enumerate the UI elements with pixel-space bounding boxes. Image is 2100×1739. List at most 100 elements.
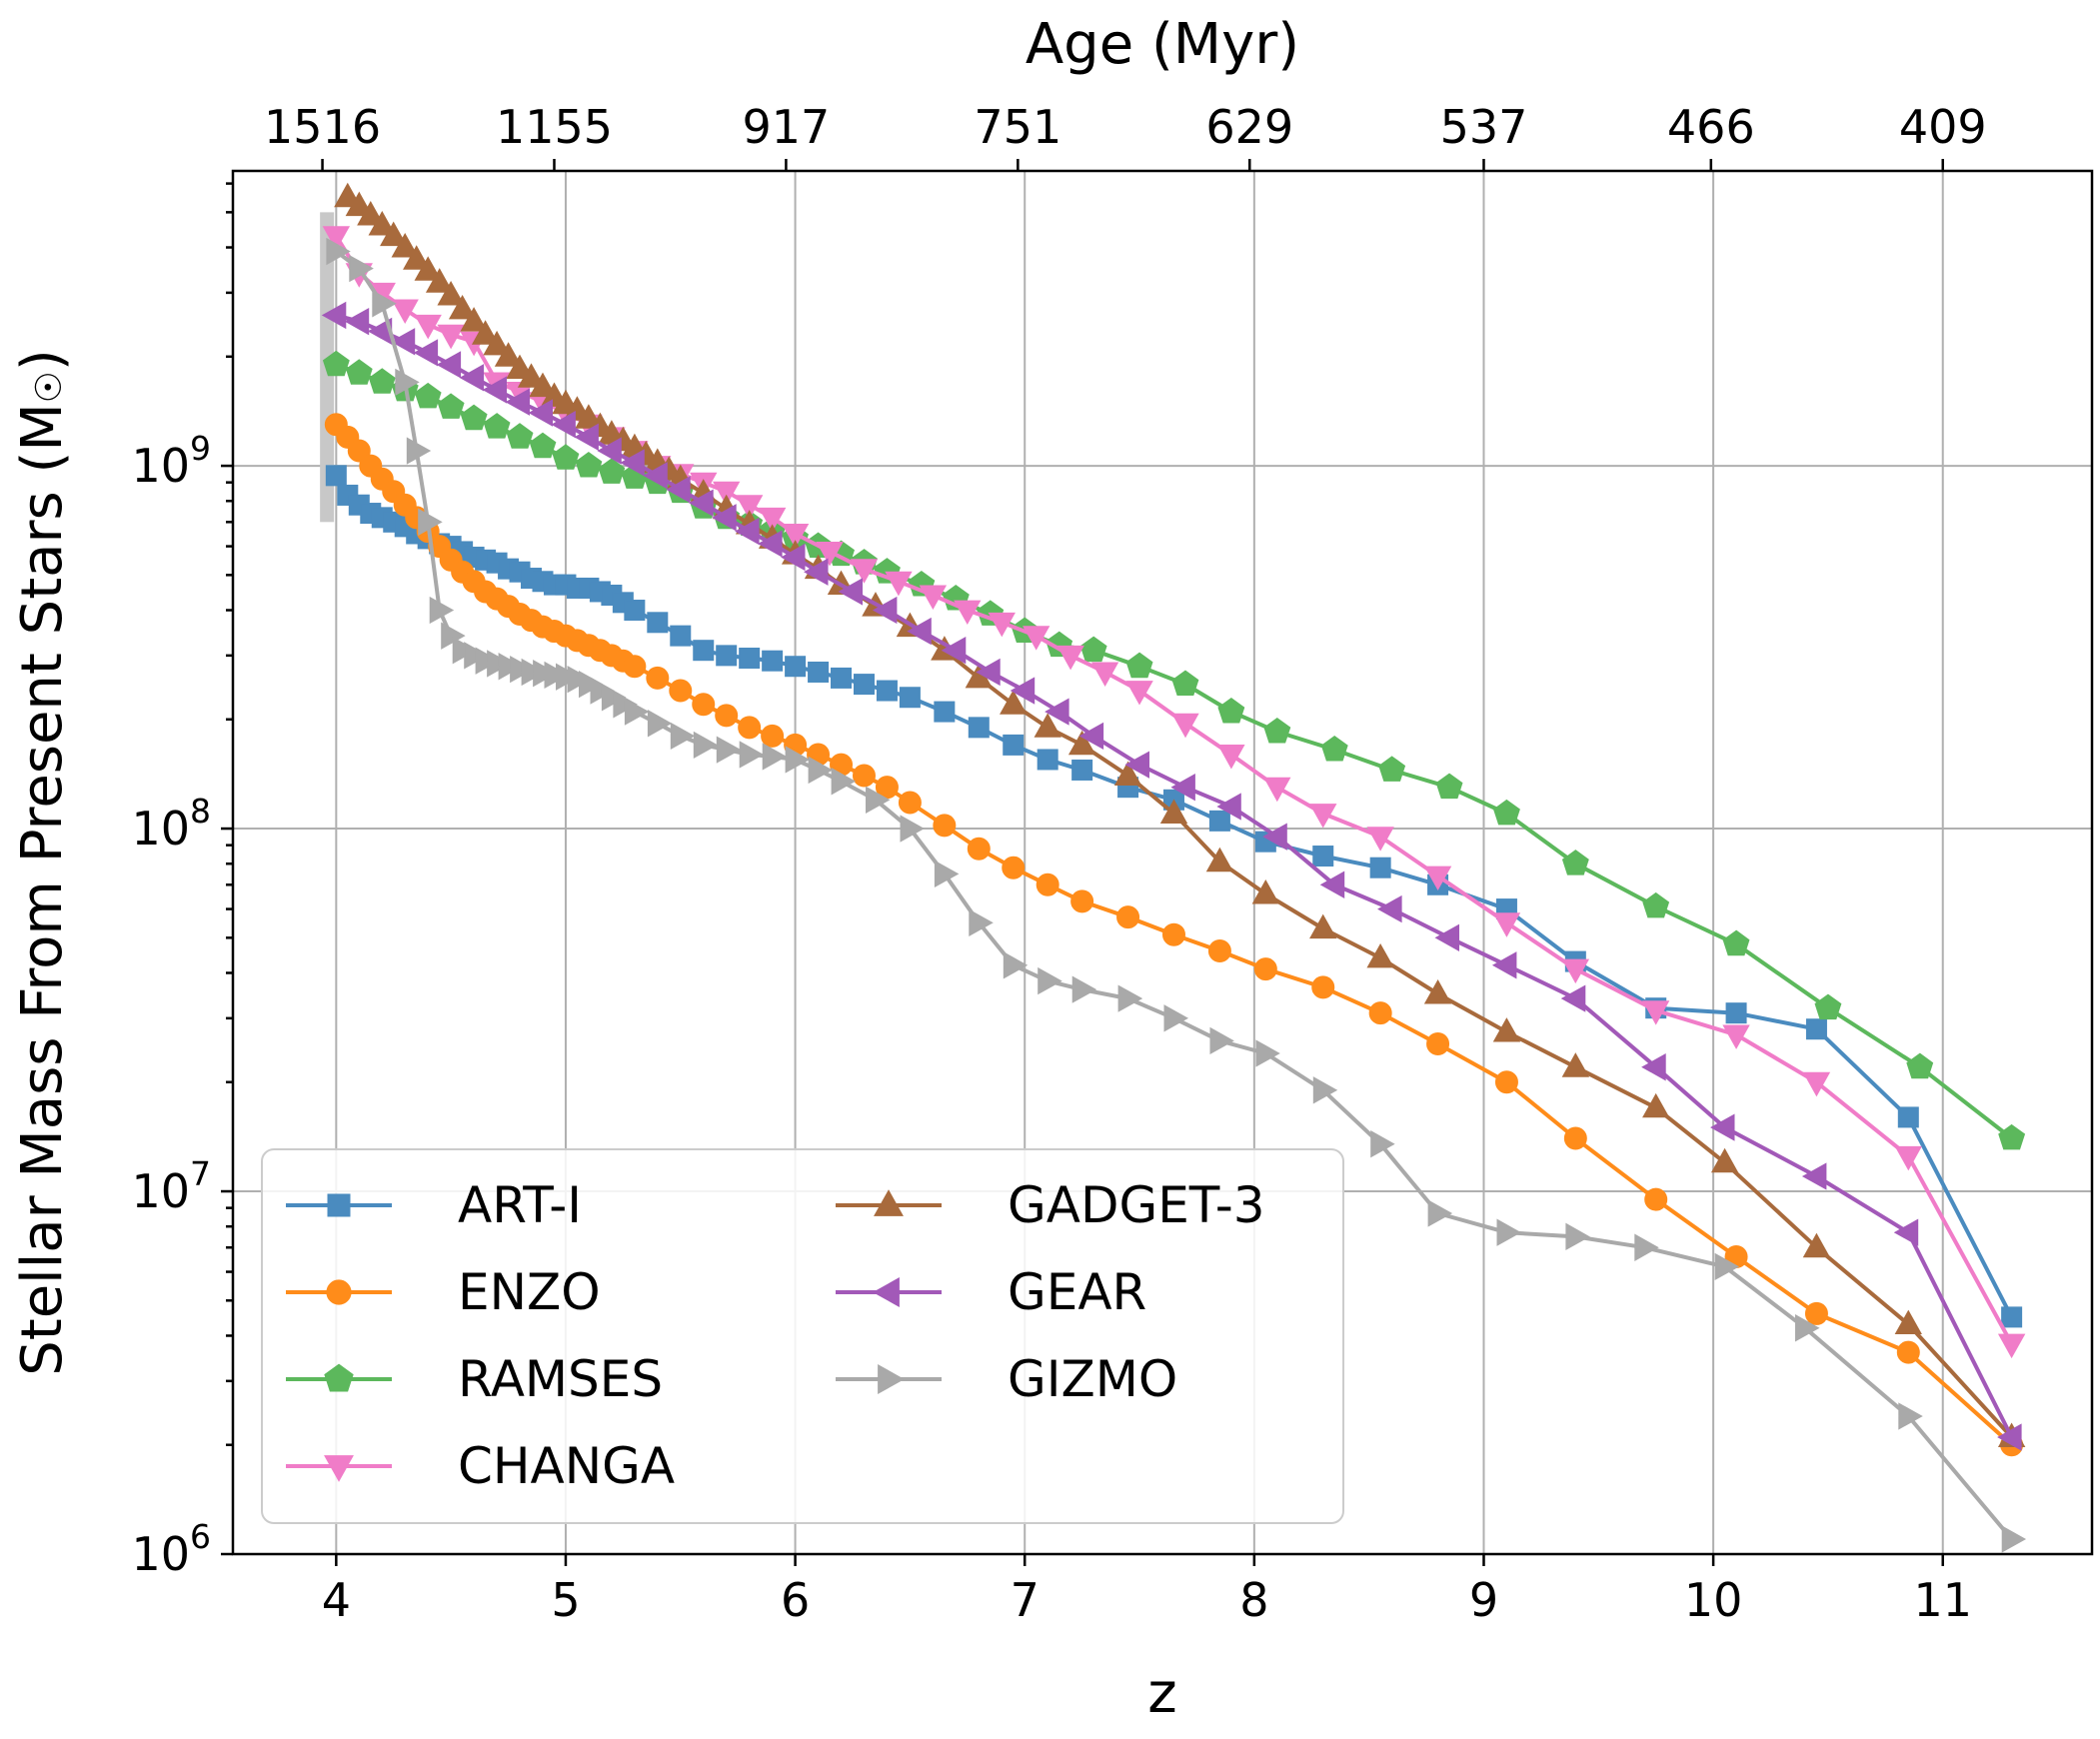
data-point-enzo (1161, 922, 1185, 946)
data-point-changa (1423, 866, 1452, 891)
data-point-enzo (715, 704, 739, 728)
y-tick-exponent: 6 (190, 1517, 211, 1556)
data-point-gear (1893, 1218, 1919, 1246)
data-point-art-i (2001, 1306, 2023, 1328)
series-gizmo (326, 237, 2027, 1553)
data-point-enzo (1036, 872, 1059, 896)
data-point-ramses (1079, 636, 1107, 663)
data-point-changa (954, 600, 982, 626)
data-point-gizmo (716, 736, 742, 764)
data-point-gear (1170, 774, 1195, 802)
data-point-changa (1894, 1145, 1922, 1171)
data-point-gadget-3 (460, 307, 488, 332)
data-point-ramses (506, 423, 534, 449)
data-point-gear (1377, 894, 1402, 923)
y-tick-base: 10 (131, 1527, 190, 1581)
data-point-ramses (483, 413, 511, 439)
data-point-gear (505, 388, 530, 416)
legend-label-enzo: ENZO (458, 1263, 601, 1321)
data-point-changa (781, 524, 810, 549)
data-point-gizmo (624, 698, 650, 726)
data-point-art-i (624, 600, 646, 622)
data-point-changa (1217, 745, 1245, 770)
data-point-gadget-3 (1802, 1232, 1831, 1258)
series-gear (321, 301, 2022, 1451)
data-point-gear (1216, 793, 1241, 821)
data-point-gadget-3 (494, 342, 523, 367)
data-point-enzo (1426, 1031, 1450, 1055)
x-tick-label: 5 (551, 1573, 580, 1627)
x-tick-label: 9 (1469, 1573, 1498, 1627)
legend-item-gizmo: GIZMO (836, 1350, 1177, 1408)
data-point-enzo (1207, 938, 1231, 962)
data-point-gadget-3 (1894, 1309, 1922, 1334)
data-point-gadget-3 (1309, 913, 1337, 939)
data-point-gear (1262, 823, 1287, 851)
data-point-enzo (1070, 889, 1094, 913)
data-point-gear (597, 437, 622, 465)
legend: ART-I ENZO RAMSES CHANGA GADGET-3 GEAR GIZMO (261, 1148, 1344, 1524)
top-tick-label: 917 (743, 100, 831, 154)
data-point-gear (872, 596, 898, 625)
data-point-art-i (1312, 846, 1334, 868)
data-point-gear (643, 462, 668, 490)
data-point-changa (322, 226, 351, 251)
data-point-ramses (1378, 756, 1406, 782)
data-point-gizmo (1496, 1218, 1521, 1246)
data-point-gizmo (1255, 1039, 1280, 1067)
data-point-gizmo (1163, 1004, 1189, 1032)
data-point-gizmo (395, 368, 420, 397)
data-point-ramses (598, 458, 626, 484)
data-point-ramses (1814, 993, 1842, 1020)
data-point-ramses (1217, 697, 1245, 724)
data-point-gadget-3 (437, 280, 465, 306)
data-point-gear (482, 376, 507, 404)
data-point-changa (1090, 662, 1119, 688)
data-point-enzo (1804, 1301, 1828, 1325)
data-point-changa (1561, 958, 1590, 984)
data-point-gear (1560, 984, 1586, 1012)
data-point-gear (735, 517, 760, 546)
legend-marker-art-i (327, 1193, 351, 1217)
data-point-gear (1997, 1423, 2022, 1451)
data-point-changa (713, 481, 741, 507)
x-axis-title: z (1147, 1661, 1176, 1726)
data-point-gizmo (1370, 1130, 1395, 1158)
y-tick-base: 10 (131, 1164, 190, 1218)
data-point-gear (620, 449, 645, 477)
data-point-enzo (1253, 957, 1277, 981)
legend-item-enzo: ENZO (286, 1263, 601, 1321)
data-point-changa (414, 314, 442, 340)
data-point-ramses (1561, 850, 1589, 875)
legend-marker-ramses (324, 1363, 354, 1392)
data-point-art-i (739, 648, 761, 670)
data-point-art-i (1725, 1002, 1747, 1024)
data-point-gear (1710, 1113, 1735, 1141)
data-point-gadget-3 (345, 191, 373, 217)
data-point-gadget-3 (1034, 713, 1061, 738)
data-point-gear (551, 411, 576, 439)
data-point-changa (850, 559, 879, 584)
series-enzo (324, 413, 2024, 1457)
y-axis-title-sun-symbol: ☉ (29, 371, 70, 403)
data-point-gadget-3 (529, 372, 557, 398)
data-point-gizmo (372, 290, 397, 318)
x-tick-label: 11 (1913, 1573, 1972, 1627)
data-point-gizmo (326, 237, 351, 266)
data-point-gizmo (1312, 1076, 1338, 1104)
data-point-ramses (437, 393, 465, 419)
x-tick-label: 6 (781, 1573, 810, 1627)
legend-label-gear: GEAR (1008, 1263, 1146, 1321)
data-point-changa (1309, 804, 1337, 829)
data-point-ramses (575, 451, 603, 478)
data-point-gizmo (900, 815, 925, 843)
y-tick-exponent: 7 (190, 1154, 211, 1193)
data-point-gear (941, 637, 967, 665)
data-point-ramses (552, 444, 580, 470)
data-point-changa (1492, 912, 1521, 937)
legend-marker-changa (324, 1455, 354, 1482)
data-point-ramses (1435, 773, 1463, 800)
data-point-gizmo (693, 731, 719, 760)
